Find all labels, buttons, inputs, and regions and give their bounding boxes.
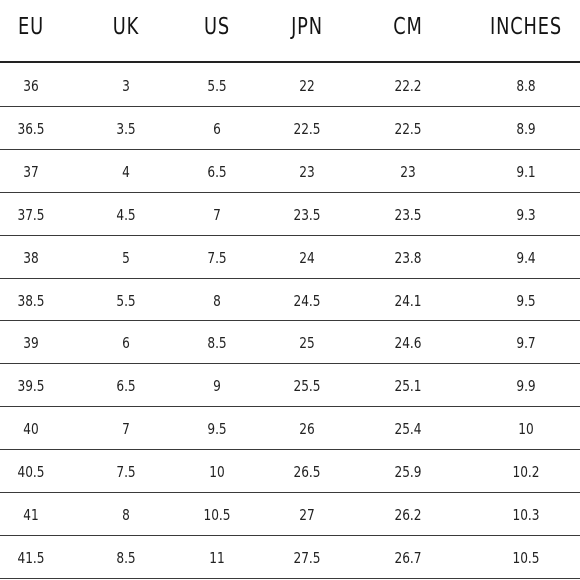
table-cell-uk: 6 [122, 334, 130, 353]
table-cell-uk: 7.5 [116, 463, 136, 482]
table-cell-cm: 22.5 [394, 119, 422, 138]
table-cell-cm: 23.8 [394, 248, 422, 267]
table-cell-us: 6 [213, 119, 221, 138]
table-cell-us: 11 [209, 548, 225, 567]
table-cell-cm: 22.2 [394, 77, 422, 95]
table-cell-uk: 8 [122, 506, 130, 524]
table-cell-eu: 36.5 [17, 119, 45, 138]
column-header-us: US [203, 14, 231, 40]
table-cell-uk: 5.5 [116, 291, 136, 310]
table-cell-inches: 9.5 [516, 291, 536, 310]
table-cell-cm: 25.9 [394, 463, 422, 482]
table-cell-jpn: 27 [299, 506, 315, 524]
row-divider [0, 363, 580, 364]
table-cell-eu: 41.5 [17, 548, 45, 567]
table-cell-us: 5.5 [207, 77, 227, 95]
row-divider [0, 192, 580, 193]
table-cell-inches: 10.3 [512, 506, 540, 524]
table-cell-cm: 24.1 [394, 291, 422, 310]
table-cell-cm: 25.4 [394, 420, 422, 439]
table-cell-eu: 38.5 [17, 291, 45, 310]
table-cell-us: 9.5 [207, 420, 227, 439]
row-divider [0, 278, 580, 279]
table-cell-inches: 9.3 [516, 205, 536, 224]
table-cell-jpn: 26.5 [293, 463, 321, 482]
table-cell-jpn: 24.5 [293, 291, 321, 310]
table-cell-inches: 9.4 [516, 248, 536, 267]
row-divider [0, 406, 580, 407]
table-cell-eu: 40.5 [17, 463, 45, 482]
table-cell-cm: 26.2 [394, 506, 422, 524]
table-cell-us: 10 [209, 463, 225, 482]
table-cell-uk: 4 [122, 162, 130, 181]
table-cell-inches: 9.9 [516, 377, 536, 396]
table-cell-eu: 37.5 [17, 205, 45, 224]
table-cell-cm: 23 [400, 162, 416, 181]
table-cell-inches: 10.5 [512, 548, 540, 567]
table-cell-inches: 8.8 [516, 77, 536, 95]
table-cell-uk: 3.5 [116, 119, 136, 138]
table-cell-eu: 39 [23, 334, 39, 353]
row-divider [0, 535, 580, 536]
row-divider [0, 235, 580, 236]
table-cell-us: 6.5 [207, 162, 227, 181]
table-cell-us: 9 [213, 377, 221, 396]
table-cell-inches: 10.2 [512, 463, 540, 482]
column-header-jpn: JPN [291, 14, 323, 40]
column-header-eu: EU [17, 14, 45, 40]
table-cell-us: 8 [213, 291, 221, 310]
table-cell-uk: 8.5 [116, 548, 136, 567]
table-cell-us: 7 [213, 205, 221, 224]
table-cell-jpn: 26 [299, 420, 315, 439]
table-cell-uk: 7 [122, 420, 130, 439]
table-cell-jpn: 22.5 [293, 119, 321, 138]
table-cell-jpn: 23.5 [293, 205, 321, 224]
row-divider [0, 106, 580, 107]
row-divider [0, 149, 580, 150]
table-cell-eu: 41 [23, 506, 39, 524]
column-header-cm: CM [393, 14, 423, 40]
table-cell-eu: 38 [23, 248, 39, 267]
table-cell-uk: 4.5 [116, 205, 136, 224]
table-cell-us: 7.5 [207, 248, 227, 267]
table-cell-jpn: 23 [299, 162, 315, 181]
table-cell-uk: 5 [122, 248, 130, 267]
table-cell-inches: 10 [518, 420, 534, 439]
row-divider [0, 578, 580, 579]
table-cell-cm: 24.6 [394, 334, 422, 353]
table-cell-inches: 8.9 [516, 119, 536, 138]
table-cell-cm: 25.1 [394, 377, 422, 396]
table-cell-inches: 9.7 [516, 334, 536, 353]
table-cell-us: 8.5 [207, 334, 227, 353]
column-header-uk: UK [112, 14, 140, 40]
table-cell-eu: 39.5 [17, 377, 45, 396]
table-cell-uk: 3 [122, 77, 130, 95]
table-cell-cm: 23.5 [394, 205, 422, 224]
table-cell-cm: 26.7 [394, 548, 422, 567]
table-cell-jpn: 24 [299, 248, 315, 267]
table-cell-jpn: 27.5 [293, 548, 321, 567]
row-divider [0, 449, 580, 450]
table-cell-us: 10.5 [203, 506, 231, 524]
row-divider [0, 320, 580, 321]
row-divider [0, 492, 580, 493]
table-cell-uk: 6.5 [116, 377, 136, 396]
table-cell-jpn: 25.5 [293, 377, 321, 396]
table-cell-inches: 9.1 [516, 162, 536, 181]
table-cell-eu: 40 [23, 420, 39, 439]
table-cell-jpn: 25 [299, 334, 315, 353]
table-cell-eu: 37 [23, 162, 39, 181]
column-header-inches: INCHES [489, 14, 563, 40]
header-divider [0, 61, 580, 63]
table-cell-jpn: 22 [299, 77, 315, 95]
table-cell-eu: 36 [23, 77, 39, 95]
